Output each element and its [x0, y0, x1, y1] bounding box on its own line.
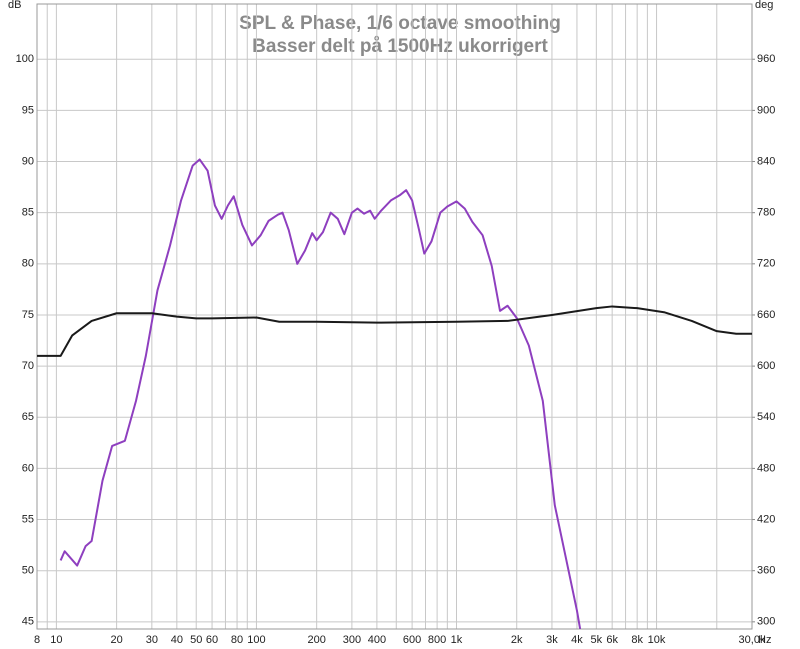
- y-tick-label: 100: [16, 53, 34, 65]
- x-tick-label: 10k: [648, 634, 666, 646]
- y2-tick-label: 660: [757, 309, 775, 321]
- y-tick-label: 80: [22, 258, 34, 270]
- y-tick-label: 85: [22, 207, 34, 219]
- data-line: [59, 158, 582, 629]
- x-tick-label: 4k: [571, 634, 583, 646]
- chart-title: SPL & Phase, 1/6 octave smoothing: [239, 13, 561, 34]
- x-tick-label: 10: [50, 634, 62, 646]
- y-tick-label: 55: [22, 513, 34, 525]
- x-tick-label: 40: [171, 634, 183, 646]
- chart-subtitle: Basser delt på 1500Hz ukorrigert: [252, 36, 548, 57]
- y-tick-label: 95: [22, 104, 34, 116]
- y2-tick-label: 540: [757, 411, 775, 423]
- x-axis-unit: Hz: [758, 634, 771, 646]
- y2-tick-label: 780: [757, 207, 775, 219]
- y2-tick-label: 600: [757, 360, 775, 372]
- x-tick-label: 600: [403, 634, 421, 646]
- x-tick-label: 1k: [451, 634, 463, 646]
- y-tick-label: 90: [22, 155, 34, 167]
- x-tick-label: 50: [190, 634, 202, 646]
- y2-tick-label: 300: [757, 616, 775, 628]
- y-tick-label: 50: [22, 565, 34, 577]
- y2-tick-label: 480: [757, 462, 775, 474]
- x-tick-label: 3k: [546, 634, 558, 646]
- y2-tick-label: 960: [757, 53, 775, 65]
- y-tick-label: 70: [22, 360, 34, 372]
- plot-area: [37, 158, 752, 629]
- x-tick-label: 300: [343, 634, 361, 646]
- x-tick-label: 2k: [511, 634, 523, 646]
- y-tick-label: 60: [22, 462, 34, 474]
- x-tick-label: 5k: [591, 634, 603, 646]
- x-tick-label: 200: [307, 634, 325, 646]
- y2-tick-label: 840: [757, 155, 775, 167]
- y-tick-label: 65: [22, 411, 34, 423]
- x-tick-label: 30: [146, 634, 158, 646]
- y2-tick-label: 720: [757, 258, 775, 270]
- x-tick-label: 60: [206, 634, 218, 646]
- x-tick-label: 6k: [606, 634, 618, 646]
- plot-frame: [36, 3, 753, 630]
- y2-axis-unit: deg: [755, 0, 773, 11]
- y-tick-label: 75: [22, 309, 34, 321]
- y-tick-label: 45: [22, 616, 34, 628]
- x-tick-label: 8: [34, 634, 40, 646]
- y2-tick-label: 420: [757, 513, 775, 525]
- y2-tick-label: 360: [757, 565, 775, 577]
- x-tick-label: 800: [428, 634, 446, 646]
- x-tick-label: 30,0k: [739, 634, 766, 646]
- x-tick-label: 8k: [631, 634, 643, 646]
- x-tick-label: 400: [368, 634, 386, 646]
- x-tick-label: 80: [231, 634, 243, 646]
- y-axis-unit: dB: [8, 0, 21, 11]
- x-tick-label: 100: [247, 634, 265, 646]
- x-tick-label: 20: [110, 634, 122, 646]
- y2-tick-label: 900: [757, 104, 775, 116]
- data-line: [37, 305, 752, 357]
